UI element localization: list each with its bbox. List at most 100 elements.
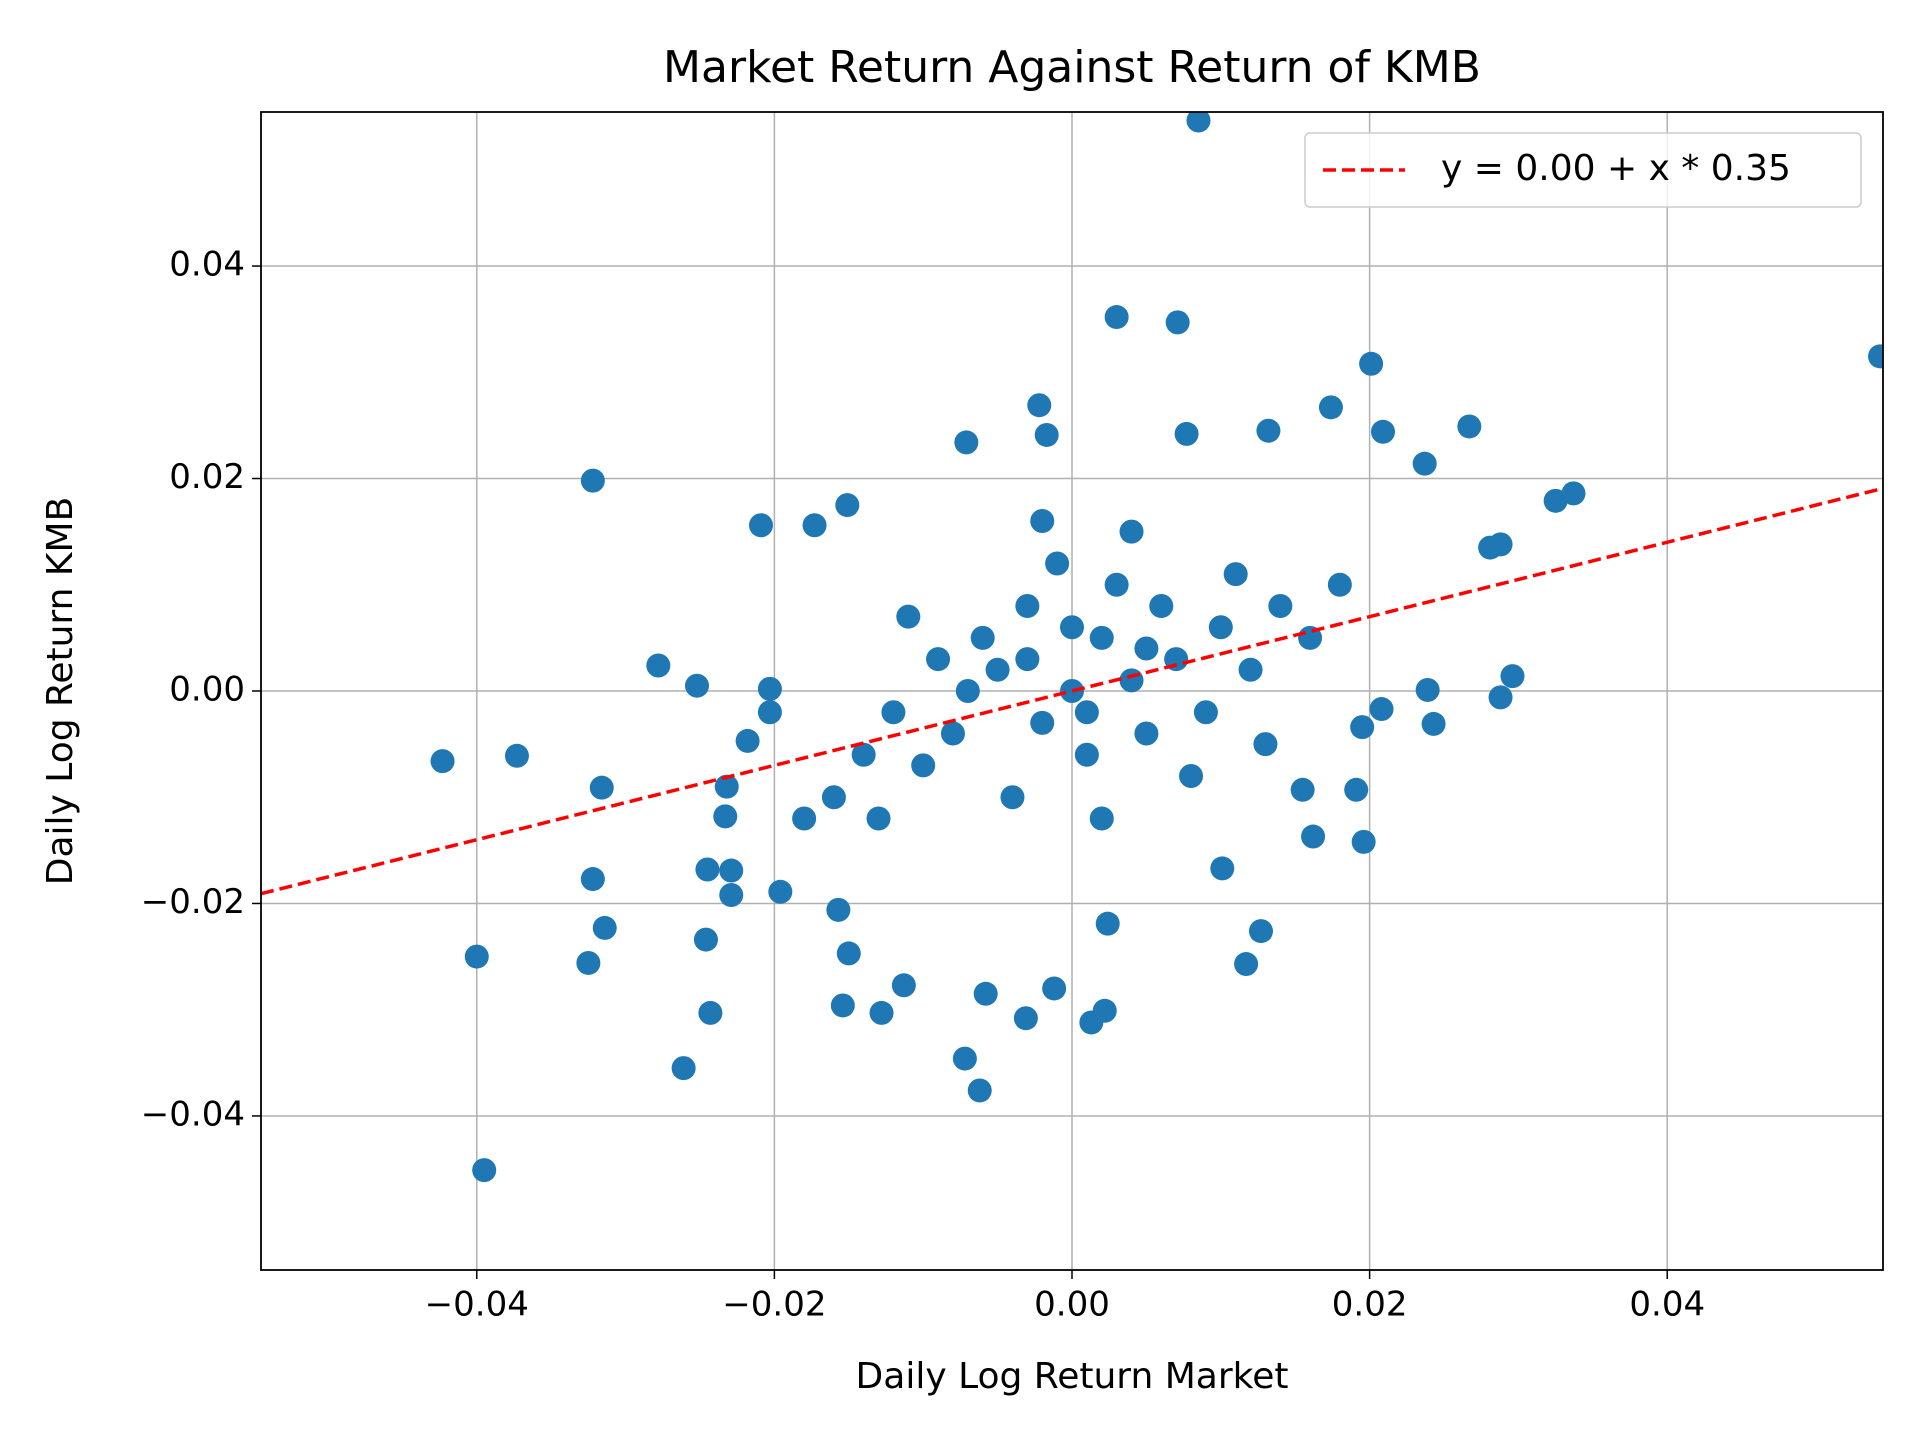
point: [430, 749, 455, 774]
point: [1208, 615, 1233, 640]
point: [1234, 952, 1259, 977]
point: [1344, 777, 1369, 802]
point: [693, 927, 718, 952]
point: [1089, 806, 1114, 831]
point: [580, 867, 605, 892]
point: [1104, 572, 1129, 597]
point: [1488, 532, 1513, 557]
plot-frame: [260, 111, 1884, 1271]
y-tick-label: −0.02: [141, 882, 245, 922]
point: [1104, 305, 1129, 330]
point: [1149, 594, 1174, 619]
point: [1134, 721, 1159, 746]
point: [1318, 395, 1343, 420]
point: [1327, 572, 1352, 597]
point: [1015, 647, 1040, 672]
point: [671, 1056, 696, 1081]
x-tick-label: 0.00: [1034, 1285, 1110, 1325]
point: [504, 743, 529, 768]
point: [970, 625, 995, 650]
point: [866, 806, 891, 831]
point: [1193, 700, 1218, 725]
point: [1092, 998, 1117, 1023]
point: [1042, 976, 1067, 1001]
point: [685, 673, 710, 698]
point: [952, 1046, 977, 1071]
legend-box: [1304, 132, 1862, 208]
point: [713, 804, 738, 829]
point: [881, 700, 906, 725]
point: [1186, 112, 1211, 133]
point: [835, 493, 860, 518]
plot-area: [261, 112, 1883, 1183]
point: [1561, 481, 1586, 506]
x-tick-label: −0.04: [425, 1285, 529, 1325]
y-tick-label: −0.04: [141, 1094, 245, 1134]
point: [973, 981, 998, 1006]
point: [1238, 657, 1263, 682]
point: [1015, 594, 1040, 619]
x-tick-label: 0.02: [1332, 1285, 1408, 1325]
point: [1868, 344, 1883, 369]
point: [967, 1078, 992, 1103]
point: [768, 879, 793, 904]
point: [836, 941, 861, 966]
point: [1060, 615, 1084, 640]
point: [1074, 742, 1099, 767]
point: [1179, 763, 1204, 788]
point: [719, 858, 744, 883]
point: [1210, 856, 1235, 881]
point: [757, 700, 782, 725]
point: [698, 1000, 723, 1025]
point: [1351, 829, 1376, 854]
point: [748, 513, 773, 538]
y-tick-label: 0.04: [169, 245, 245, 285]
point: [592, 915, 617, 940]
point: [1119, 668, 1144, 693]
y-axis-label: Daily Log Return KMB: [40, 497, 81, 886]
point: [1359, 351, 1384, 376]
point: [1030, 710, 1055, 735]
regression-line: [261, 486, 1883, 896]
point: [714, 774, 739, 799]
point: [1095, 911, 1120, 936]
point: [830, 993, 855, 1018]
point: [1290, 777, 1315, 802]
point: [589, 775, 614, 800]
legend-label: y = 0.00 + x * 0.35: [1441, 148, 1791, 189]
point: [1412, 451, 1437, 476]
point: [869, 1000, 894, 1025]
point: [891, 973, 916, 998]
point: [955, 679, 980, 703]
point: [719, 882, 744, 907]
point: [1253, 732, 1278, 757]
point: [576, 950, 601, 975]
point: [695, 857, 720, 882]
point: [472, 1158, 497, 1183]
point: [1301, 824, 1326, 849]
point: [896, 604, 921, 629]
point: [1045, 551, 1070, 576]
point: [1060, 679, 1084, 703]
point: [1369, 697, 1394, 722]
x-tick-label: 0.04: [1629, 1285, 1705, 1325]
point: [1488, 685, 1513, 710]
point: [826, 897, 851, 922]
point: [1074, 700, 1099, 725]
y-tick-label: 0.02: [169, 457, 245, 497]
point: [1371, 419, 1396, 444]
point: [1256, 418, 1281, 443]
point: [1223, 562, 1248, 587]
point: [1457, 414, 1482, 439]
point: [926, 647, 951, 672]
point: [1415, 677, 1440, 702]
point: [1165, 310, 1190, 335]
point: [851, 742, 876, 767]
point: [1034, 422, 1059, 447]
point: [1134, 636, 1159, 661]
point: [954, 430, 979, 455]
point: [1350, 715, 1375, 740]
point: [1030, 509, 1055, 534]
point: [735, 728, 760, 753]
